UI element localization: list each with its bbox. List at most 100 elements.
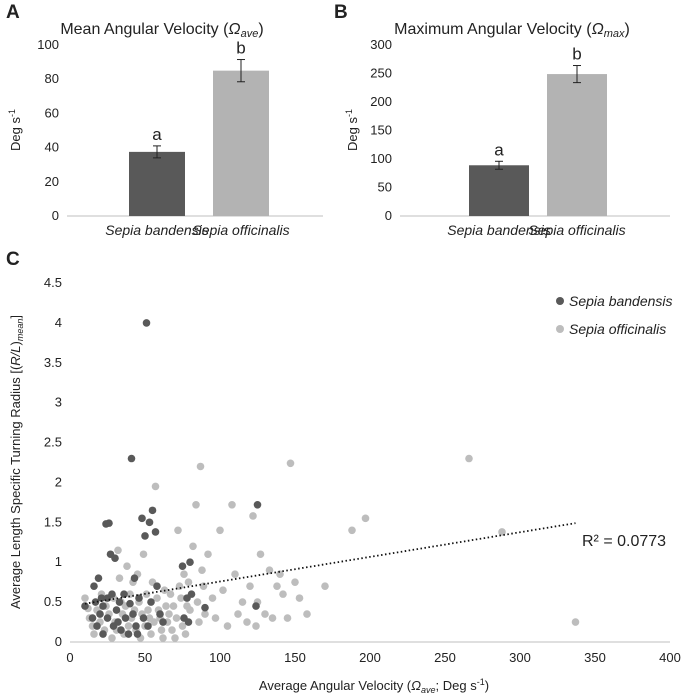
point-sepia-officinalis-4 bbox=[90, 630, 98, 638]
bar-sepia-bandensis bbox=[129, 151, 185, 216]
point-sepia-bandensis-13 bbox=[105, 519, 113, 527]
point-sepia-bandensis-50 bbox=[201, 603, 209, 612]
point-sepia-officinalis-96 bbox=[291, 578, 299, 586]
point-sepia-bandensis-8 bbox=[99, 602, 107, 610]
point-sepia-bandensis-3 bbox=[91, 598, 100, 606]
point-sepia-officinalis-80 bbox=[234, 610, 242, 618]
y-tick-label-2-5: 2.5 bbox=[44, 435, 62, 450]
point-sepia-bandensis-43 bbox=[159, 618, 167, 626]
point-sepia-officinalis-23 bbox=[126, 590, 134, 598]
point-sepia-bandensis-6 bbox=[96, 610, 104, 618]
point-sepia-officinalis-57 bbox=[177, 594, 185, 602]
point-sepia-bandensis-20 bbox=[115, 598, 124, 606]
point-sepia-bandensis-29 bbox=[132, 622, 140, 630]
panel-c-x-axis-label: Average Angular Velocity (Ωave; Deg s-1) bbox=[259, 677, 489, 695]
point-sepia-bandensis-7 bbox=[97, 594, 106, 602]
point-sepia-officinalis-15 bbox=[114, 546, 122, 555]
point-sepia-bandensis-4 bbox=[93, 622, 101, 630]
panel-b-title: Maximum Angular Velocity (Ωmax) bbox=[394, 21, 630, 40]
point-sepia-officinalis-41 bbox=[153, 594, 161, 602]
legend: Sepia bandensis Sepia officinalis bbox=[556, 293, 673, 337]
point-sepia-officinalis-79 bbox=[231, 570, 239, 578]
point-sepia-bandensis-27 bbox=[129, 610, 137, 618]
point-sepia-bandensis-48 bbox=[186, 558, 194, 567]
panel-b-letter: B bbox=[334, 2, 348, 23]
panel-c: C Average Angular Velocity (Ωave; Deg s-… bbox=[6, 249, 681, 695]
y-tick-label-100: 100 bbox=[37, 37, 59, 52]
point-sepia-officinalis-16 bbox=[115, 574, 124, 582]
y-tick-label-3-5: 3.5 bbox=[44, 355, 62, 370]
point-sepia-officinalis-32 bbox=[139, 550, 148, 559]
y-tick-label-3: 3 bbox=[55, 395, 62, 410]
point-sepia-officinalis-60 bbox=[181, 630, 190, 638]
point-sepia-officinalis-102 bbox=[465, 454, 473, 463]
point-sepia-officinalis-87 bbox=[256, 550, 265, 559]
point-sepia-officinalis-56 bbox=[175, 582, 184, 590]
y-tick-label-0-5: 0.5 bbox=[44, 594, 62, 609]
point-sepia-bandensis-44 bbox=[178, 562, 187, 571]
point-sepia-bandensis-47 bbox=[184, 618, 193, 626]
point-sepia-bandensis-42 bbox=[156, 610, 164, 618]
point-sepia-officinalis-35 bbox=[144, 606, 152, 614]
point-sepia-officinalis-78 bbox=[228, 500, 236, 509]
point-sepia-bandensis-49 bbox=[187, 590, 196, 598]
legend-label-sepia-bandensis: Sepia bandensis bbox=[569, 293, 673, 309]
y-tick-label-1-5: 1.5 bbox=[44, 514, 62, 529]
point-sepia-bandensis-31 bbox=[135, 594, 143, 602]
y-tick-label-80: 80 bbox=[45, 71, 59, 86]
significance-label-sepia-bandensis: a bbox=[152, 125, 162, 144]
y-tick-label-150: 150 bbox=[370, 123, 392, 138]
point-sepia-officinalis-53 bbox=[171, 634, 179, 642]
panel-c-plot-area: 0 50 100 150 200 250 300 350 400 0 0.5 1 1.5 2 2.5 3 3.5… bbox=[44, 275, 681, 665]
point-sepia-bandensis-15 bbox=[108, 590, 116, 598]
legend-label-sepia-officinalis: Sepia officinalis bbox=[569, 321, 666, 337]
point-sepia-officinalis-66 bbox=[193, 598, 202, 606]
point-sepia-officinalis-92 bbox=[276, 570, 284, 578]
point-sepia-bandensis-28 bbox=[130, 574, 139, 582]
point-sepia-officinalis-55 bbox=[174, 526, 182, 535]
point-sepia-officinalis-11 bbox=[108, 634, 116, 642]
point-sepia-officinalis-69 bbox=[198, 566, 206, 574]
bar-sepia-bandensis bbox=[469, 165, 529, 216]
point-sepia-officinalis-59 bbox=[180, 570, 188, 578]
y-tick-label-2: 2 bbox=[55, 474, 62, 489]
point-sepia-officinalis-91 bbox=[273, 582, 281, 590]
point-sepia-officinalis-68 bbox=[196, 462, 205, 471]
y-tick-label-40: 40 bbox=[45, 140, 59, 155]
y-tick-label-60: 60 bbox=[45, 105, 59, 120]
y-tick-label-0: 0 bbox=[385, 208, 392, 223]
y-tick-label-300: 300 bbox=[370, 37, 392, 52]
point-sepia-officinalis-44 bbox=[157, 626, 166, 634]
point-sepia-officinalis-98 bbox=[303, 610, 311, 618]
y-tick-label-1: 1 bbox=[55, 554, 62, 569]
point-sepia-officinalis-77 bbox=[223, 622, 232, 630]
point-sepia-bandensis-32 bbox=[138, 514, 146, 523]
point-sepia-bandensis-22 bbox=[120, 590, 128, 598]
point-sepia-officinalis-93 bbox=[279, 590, 287, 598]
panel-a: A Mean Angular Velocity (Ωave) Deg s-1 0… bbox=[6, 2, 323, 238]
point-sepia-bandensis-5 bbox=[94, 574, 103, 582]
point-sepia-officinalis-103 bbox=[498, 528, 506, 536]
significance-label-sepia-bandensis: a bbox=[494, 140, 504, 159]
y-tick-label-0: 0 bbox=[52, 208, 59, 223]
x-tick-label-150: 150 bbox=[284, 650, 306, 665]
point-sepia-officinalis-94 bbox=[283, 614, 292, 622]
point-sepia-officinalis-62 bbox=[184, 578, 193, 586]
point-sepia-officinalis-34 bbox=[142, 590, 151, 598]
point-sepia-bandensis-36 bbox=[144, 622, 152, 630]
point-sepia-bandensis-33 bbox=[139, 614, 148, 622]
point-sepia-officinalis-63 bbox=[186, 606, 194, 614]
panel-a-title: Mean Angular Velocity (Ωave) bbox=[60, 21, 263, 40]
x-tick-label-250: 250 bbox=[434, 650, 456, 665]
bar-sepia-officinalis bbox=[547, 74, 607, 216]
y-tick-label-250: 250 bbox=[370, 66, 392, 81]
panel-b-plot-area: 0 50 100 150 200 250 300 a Sepia bandensis b Sepia… bbox=[370, 37, 670, 238]
point-sepia-officinalis-52 bbox=[169, 602, 178, 610]
point-sepia-bandensis-39 bbox=[148, 506, 157, 515]
significance-label-sepia-officinalis: b bbox=[236, 39, 245, 58]
point-sepia-bandensis-34 bbox=[141, 532, 149, 540]
panel-c-letter: C bbox=[6, 249, 20, 270]
point-sepia-bandensis-21 bbox=[117, 626, 125, 634]
point-sepia-bandensis-26 bbox=[127, 454, 136, 463]
